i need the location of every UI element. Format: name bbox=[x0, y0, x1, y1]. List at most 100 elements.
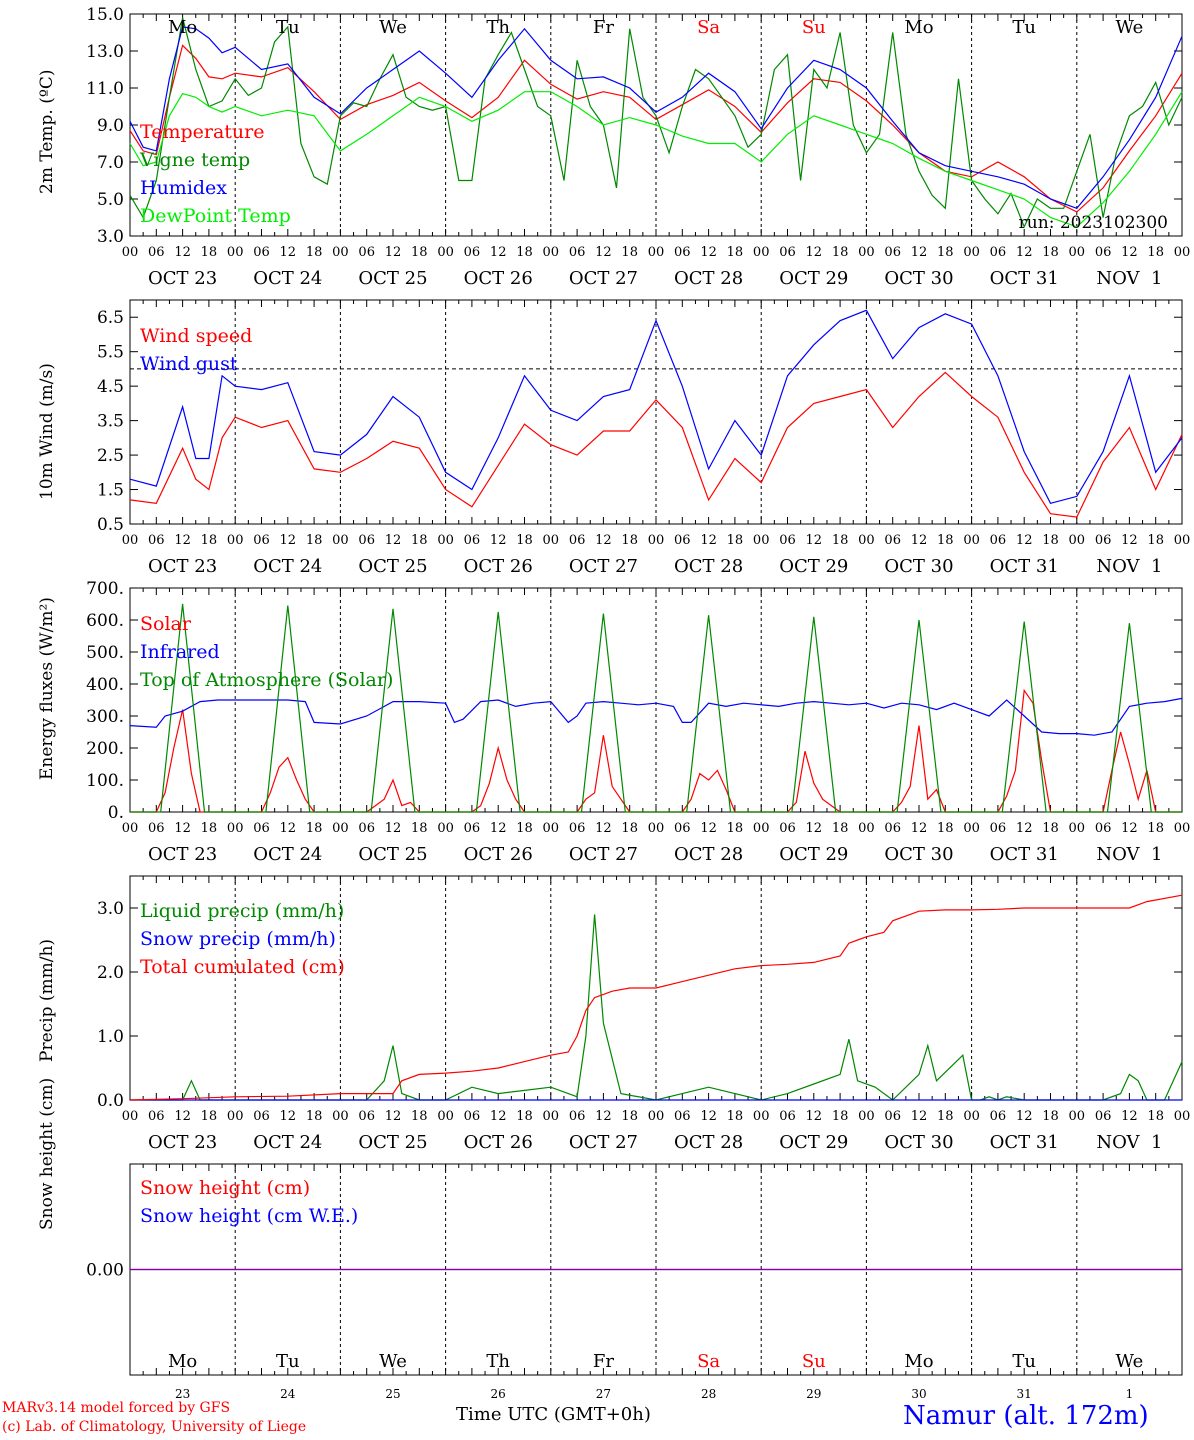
hour-tick-label: 06 bbox=[253, 245, 270, 260]
series-vigne-temp bbox=[129, 17, 1183, 229]
bottom-day-number: 1 bbox=[1126, 1387, 1134, 1401]
date-label: OCT 25 bbox=[358, 844, 427, 865]
series-total-cumulated-cm- bbox=[129, 894, 1183, 1101]
date-label: OCT 31 bbox=[990, 1132, 1059, 1153]
y-axis-label: 2m Temp. (ºC) bbox=[37, 70, 57, 195]
hour-tick-label: 12 bbox=[700, 821, 717, 836]
series-dewpoint-temp bbox=[129, 91, 1183, 228]
y-tick-label: 2.5 bbox=[97, 446, 124, 466]
bottom-day-name: Mo bbox=[168, 1351, 197, 1372]
hour-tick-label: 06 bbox=[148, 533, 165, 548]
hour-tick-label: 12 bbox=[280, 1109, 297, 1124]
hour-tick-label: 18 bbox=[516, 245, 533, 260]
hour-tick-label: 00 bbox=[648, 245, 665, 260]
hour-tick-label: 12 bbox=[174, 533, 191, 548]
hour-tick-label: 06 bbox=[569, 1109, 586, 1124]
hour-tick-label: 00 bbox=[858, 245, 875, 260]
hour-tick-label: 12 bbox=[806, 821, 823, 836]
hour-tick-label: 18 bbox=[727, 245, 744, 260]
hour-tick-label: 18 bbox=[411, 821, 428, 836]
date-label: OCT 23 bbox=[148, 1132, 217, 1153]
y-tick-label: 0.5 bbox=[97, 515, 124, 535]
day-name-label: We bbox=[1116, 17, 1144, 38]
hour-tick-label: 12 bbox=[490, 821, 507, 836]
date-label: OCT 25 bbox=[358, 556, 427, 577]
y-tick-label: 3.0 bbox=[97, 227, 124, 247]
bottom-day-name: Fr bbox=[593, 1351, 614, 1372]
date-label: OCT 27 bbox=[569, 844, 638, 865]
bottom-day-name: Su bbox=[802, 1351, 826, 1372]
y-axis-label: Energy fluxes (W/m²) bbox=[37, 597, 57, 780]
hour-tick-label: 12 bbox=[280, 533, 297, 548]
series-infrared bbox=[129, 697, 1183, 736]
hour-tick-label: 18 bbox=[1042, 1109, 1059, 1124]
hour-tick-label: 00 bbox=[1174, 533, 1191, 548]
hour-tick-label: 18 bbox=[1042, 245, 1059, 260]
date-label: NOV 1 bbox=[1096, 268, 1162, 289]
hour-tick-label: 06 bbox=[253, 821, 270, 836]
date-label: OCT 31 bbox=[990, 844, 1059, 865]
panel-precip: 00 06 12 18 00 06 12 18 00 06 12 18 00 06 12 18 00 06 12 18… bbox=[37, 875, 1190, 1153]
date-label: OCT 24 bbox=[253, 268, 322, 289]
hour-tick-label: 12 bbox=[595, 821, 612, 836]
legend-top-of-atmosphere-solar-: Top of Atmosphere (Solar) bbox=[140, 669, 393, 691]
hour-tick-label: 12 bbox=[174, 245, 191, 260]
hour-tick-label: 00 bbox=[753, 245, 770, 260]
hour-tick-label: 12 bbox=[595, 245, 612, 260]
y-tick-label: 100. bbox=[86, 771, 124, 791]
day-name-label: Th bbox=[486, 17, 510, 38]
y-axis-label: 10m Wind (m/s) bbox=[37, 363, 57, 500]
hour-tick-label: 12 bbox=[490, 245, 507, 260]
hour-tick-label: 18 bbox=[516, 821, 533, 836]
lab-credit: (c) Lab. of Climatology, University of L… bbox=[2, 1419, 307, 1435]
hour-tick-label: 00 bbox=[332, 821, 349, 836]
hour-tick-label: 00 bbox=[963, 533, 980, 548]
hour-tick-label: 06 bbox=[569, 821, 586, 836]
bottom-day-number: 24 bbox=[280, 1387, 296, 1401]
hour-tick-label: 00 bbox=[1174, 821, 1191, 836]
day-name-label: Fr bbox=[593, 17, 614, 38]
day-name-label: Tu bbox=[276, 17, 300, 38]
hour-tick-label: 06 bbox=[674, 533, 691, 548]
hour-tick-label: 18 bbox=[1042, 821, 1059, 836]
hour-tick-label: 18 bbox=[306, 1109, 323, 1124]
date-label: OCT 29 bbox=[779, 844, 848, 865]
hour-tick-label: 00 bbox=[963, 245, 980, 260]
hour-tick-label: 00 bbox=[648, 533, 665, 548]
model-credit: MARv3.14 model forced by GFS bbox=[2, 1400, 231, 1416]
hour-tick-label: 12 bbox=[595, 533, 612, 548]
date-label: OCT 23 bbox=[148, 844, 217, 865]
legend-vigne-temp: Vigne temp bbox=[139, 149, 250, 171]
day-name-label: Su bbox=[802, 17, 826, 38]
hour-tick-label: 06 bbox=[464, 821, 481, 836]
plot-frame bbox=[129, 299, 1183, 525]
hour-tick-label: 06 bbox=[990, 1109, 1007, 1124]
hour-tick-label: 00 bbox=[437, 533, 454, 548]
hour-tick-label: 00 bbox=[648, 821, 665, 836]
hour-tick-label: 06 bbox=[884, 533, 901, 548]
y-tick-label: 4.5 bbox=[97, 377, 124, 397]
hour-tick-label: 06 bbox=[148, 245, 165, 260]
y-tick-label: 600. bbox=[86, 611, 124, 631]
y-tick-label: 7.0 bbox=[97, 153, 124, 173]
y-tick-label: 300. bbox=[86, 707, 124, 727]
hour-tick-label: 12 bbox=[174, 821, 191, 836]
series-top-of-atmosphere-solar- bbox=[130, 603, 1182, 813]
hour-tick-label: 12 bbox=[911, 821, 928, 836]
hour-tick-label: 00 bbox=[1069, 1109, 1086, 1124]
y-tick-label: 1.5 bbox=[97, 481, 124, 501]
hour-tick-label: 12 bbox=[385, 533, 402, 548]
hour-tick-label: 06 bbox=[253, 1109, 270, 1124]
hour-tick-label: 18 bbox=[937, 821, 954, 836]
hour-tick-label: 12 bbox=[385, 245, 402, 260]
legend-snow-precip-mm-h-: Snow precip (mm/h) bbox=[140, 928, 336, 950]
y-tick-label: 11.0 bbox=[86, 79, 124, 99]
hour-tick-label: 00 bbox=[122, 821, 139, 836]
date-label: OCT 30 bbox=[884, 844, 953, 865]
bottom-day-name: Mo bbox=[904, 1351, 933, 1372]
bottom-day-name: Sa bbox=[697, 1351, 720, 1372]
bottom-day-number: 30 bbox=[911, 1387, 926, 1401]
panel-energy: 00 06 12 18 00 06 12 18 00 06 12 18 00 06 12 18 00 06 12 18… bbox=[37, 579, 1190, 865]
date-label: OCT 30 bbox=[884, 556, 953, 577]
